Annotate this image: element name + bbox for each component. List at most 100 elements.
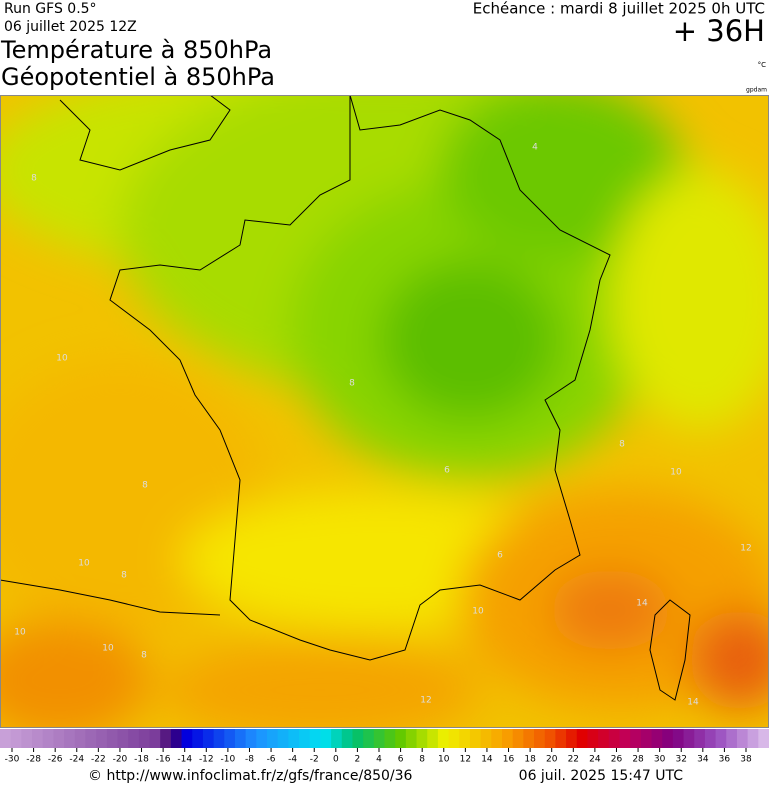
colorbar-tick-label: 16: [503, 755, 515, 765]
contour-label: 6: [444, 466, 450, 476]
colorbar-tick-label: -22: [91, 755, 106, 765]
colorbar-cell: [277, 729, 289, 748]
colorbar-cell: [672, 729, 685, 748]
colorbar-cell: [715, 729, 727, 748]
colorbar-tick-label: -26: [48, 755, 63, 765]
colorbar-cell: [363, 729, 375, 748]
colorbar-cell: [640, 729, 653, 748]
colorbar-cell: [42, 729, 54, 748]
colorbar-cell: [619, 729, 631, 748]
colorbar-tick-label: -30: [5, 755, 20, 765]
colorbar-cell: [341, 729, 353, 748]
colorbar-cell: [331, 729, 343, 748]
colorbar-tick-label: 14: [481, 755, 493, 765]
colorbar-cell: [501, 729, 514, 748]
colorbar-tick-label: 22: [568, 755, 579, 765]
contour-label: 8: [142, 481, 148, 491]
colorbar-cell: [491, 729, 503, 748]
contour-label: 14: [687, 698, 699, 708]
contour-label: 8: [121, 571, 127, 581]
colorbar-tick-label: -14: [177, 755, 192, 765]
contour-label: 6: [497, 551, 503, 561]
title-line2: Géopotentiel à 850hPa: [1, 63, 275, 91]
timestamp: 06 juil. 2025 15:47 UTC: [519, 768, 684, 784]
colorbar-cell: [64, 729, 76, 748]
run-label: Run GFS 0.5°: [4, 1, 97, 17]
colorbar-cell: [149, 729, 161, 748]
colorbar-tick-label: 20: [546, 755, 558, 765]
colorbar-tick-label: 18: [524, 755, 536, 765]
colorbar-tick-label: 24: [589, 755, 601, 765]
contour-label: 12: [740, 544, 751, 554]
colorbar-tick-label: 8: [419, 755, 425, 765]
colorbar-tick-label: 2: [355, 755, 361, 765]
colorbar-tick-label: -10: [221, 755, 236, 765]
colorbar-cell: [405, 729, 418, 748]
colorbar-cell: [10, 729, 22, 748]
colorbar-cell: [758, 729, 769, 748]
map: [0, 95, 769, 728]
colorbar-cell: [53, 729, 65, 748]
colorbar-cell: [181, 729, 193, 748]
colorbar-tick-label: 36: [719, 755, 731, 765]
colorbar-tick-label: 10: [438, 755, 450, 765]
colorbar-tick-label: -20: [113, 755, 128, 765]
colorbar-cell: [437, 729, 450, 748]
contour-label: 10: [102, 644, 114, 654]
colorbar-tick-label: -2: [310, 755, 319, 765]
colorbar-cell: [662, 729, 674, 748]
colorbar-cell: [106, 729, 118, 748]
colorbar-tick-label: -6: [267, 755, 276, 765]
colorbar-cell: [459, 729, 471, 748]
unit: °C: [758, 61, 767, 69]
colorbar-cell: [395, 729, 407, 748]
colorbar-tick-label: -8: [245, 755, 254, 765]
colorbar-tick-label: -12: [199, 755, 214, 765]
colorbar-cell: [128, 729, 140, 748]
contour-label: 8: [349, 379, 355, 389]
colorbar-cell: [630, 729, 642, 748]
contour-label: 14: [636, 599, 648, 609]
colorbar-cell: [213, 729, 225, 748]
colorbar-cell: [299, 729, 311, 748]
colorbar-tick-label: 0: [333, 755, 339, 765]
colorbar-cell: [170, 729, 183, 748]
contour-label: 10: [472, 607, 484, 617]
colorbar-tick-label: -24: [69, 755, 84, 765]
colorbar-tick-label: 26: [611, 755, 623, 765]
colorbar-cell: [234, 729, 247, 748]
colorbar-cell: [651, 729, 663, 748]
colorbar-tick-label: -18: [134, 755, 149, 765]
title-line1: Température à 850hPa: [0, 36, 272, 64]
colorbar-tick-label: 4: [376, 755, 382, 765]
colorbar-tick-label: 28: [632, 755, 644, 765]
colorbar-cell: [245, 729, 257, 748]
colorbar-cell: [117, 729, 129, 748]
colorbar-cell: [85, 729, 97, 748]
colorbar-cell: [544, 729, 556, 748]
colorbar-cell: [726, 729, 738, 748]
run-date: 06 juillet 2025 12Z: [4, 19, 137, 35]
contour-label: 8: [141, 651, 147, 661]
colorbar-cell: [534, 729, 546, 748]
colorbar-cell: [512, 729, 524, 748]
credit: gpdam: [746, 87, 767, 94]
colorbar-cell: [523, 729, 535, 748]
colorbar-cell: [21, 729, 33, 748]
contour-label: 8: [619, 440, 625, 450]
colorbar-cell: [448, 729, 460, 748]
coastlines: [0, 95, 691, 701]
colorbar-tick-label: 34: [697, 755, 709, 765]
colorbar-cell: [0, 729, 12, 748]
colorbar-cell: [224, 729, 236, 748]
colorbar-cell: [192, 729, 204, 748]
colorbar-cell: [288, 729, 300, 748]
colorbar-cell: [267, 729, 279, 748]
colorbar-tick-label: 30: [654, 755, 666, 765]
colorbar-cell: [598, 729, 610, 748]
colorbar-cell: [32, 729, 44, 748]
colorbar-cell: [320, 729, 332, 748]
colorbar-cell: [74, 729, 86, 748]
